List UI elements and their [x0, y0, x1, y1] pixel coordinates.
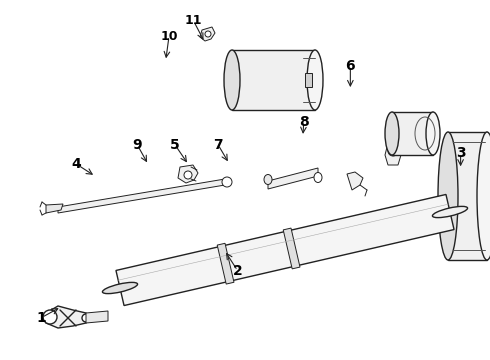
Polygon shape	[86, 311, 108, 323]
Ellipse shape	[102, 282, 138, 294]
Polygon shape	[46, 204, 63, 213]
Text: 10: 10	[160, 30, 178, 42]
Polygon shape	[268, 168, 318, 189]
Text: 2: 2	[233, 264, 243, 278]
Text: 11: 11	[185, 14, 202, 27]
Text: 7: 7	[213, 138, 223, 152]
Polygon shape	[58, 179, 225, 213]
Text: 4: 4	[71, 157, 81, 171]
Polygon shape	[392, 112, 433, 155]
Ellipse shape	[477, 132, 490, 260]
Text: 1: 1	[37, 311, 47, 324]
Ellipse shape	[224, 50, 240, 110]
Polygon shape	[217, 243, 234, 284]
Ellipse shape	[438, 132, 458, 260]
Text: 8: 8	[299, 115, 309, 129]
Ellipse shape	[314, 172, 322, 183]
Circle shape	[205, 31, 211, 37]
Text: 9: 9	[132, 138, 142, 152]
Polygon shape	[46, 306, 86, 328]
Polygon shape	[232, 50, 315, 110]
Circle shape	[82, 314, 90, 322]
Circle shape	[388, 146, 398, 156]
Polygon shape	[305, 73, 312, 87]
Polygon shape	[200, 27, 215, 41]
Polygon shape	[385, 143, 401, 165]
Ellipse shape	[433, 206, 467, 217]
Ellipse shape	[264, 175, 272, 185]
Ellipse shape	[426, 112, 440, 155]
Text: 6: 6	[345, 59, 355, 72]
Polygon shape	[116, 194, 454, 306]
Circle shape	[222, 177, 232, 187]
Polygon shape	[448, 132, 487, 260]
Polygon shape	[283, 228, 300, 269]
Text: 5: 5	[170, 138, 180, 152]
Polygon shape	[178, 165, 198, 183]
Ellipse shape	[307, 50, 323, 110]
Circle shape	[43, 310, 57, 324]
Polygon shape	[347, 172, 363, 190]
Circle shape	[184, 171, 192, 179]
Ellipse shape	[385, 112, 399, 155]
Text: 3: 3	[456, 146, 466, 160]
